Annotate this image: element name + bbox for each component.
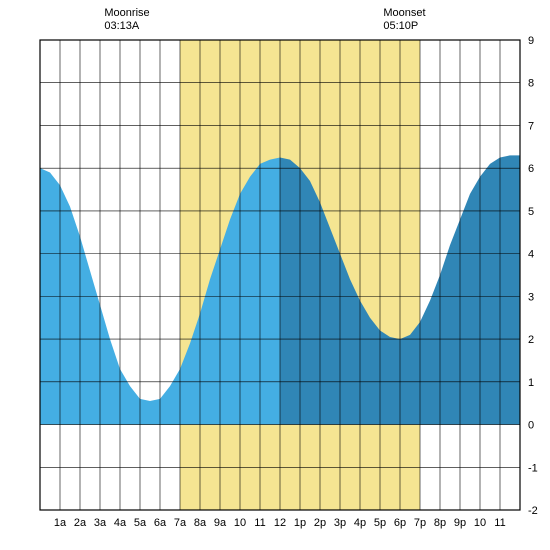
x-tick-label: 2p	[314, 517, 326, 529]
x-tick-label: 5a	[134, 517, 147, 529]
x-tick-label: 4p	[354, 517, 366, 529]
y-tick-label: 2	[528, 334, 534, 346]
x-tick-label: 1p	[294, 517, 306, 529]
x-tick-label: 10	[234, 517, 246, 529]
x-tick-label: 7p	[414, 517, 426, 529]
x-tick-label: 9a	[214, 517, 227, 529]
top-label-title: Moonset	[383, 7, 425, 19]
x-tick-label: 3p	[334, 517, 346, 529]
y-tick-label: -2	[528, 505, 538, 517]
chart-svg: Moonrise03:13AMoonset05:10P-2-1012345678…	[0, 0, 550, 550]
x-tick-label: 1a	[54, 517, 67, 529]
y-tick-label: 4	[528, 249, 534, 261]
y-tick-label: 7	[528, 120, 534, 132]
x-tick-label: 4a	[114, 517, 127, 529]
y-tick-label: 8	[528, 78, 534, 90]
x-tick-label: 6a	[154, 517, 167, 529]
x-tick-label: 6p	[394, 517, 406, 529]
y-tick-label: 0	[528, 420, 534, 432]
x-tick-label: 10	[474, 517, 486, 529]
x-tick-label: 8p	[434, 517, 446, 529]
y-tick-label: 3	[528, 291, 534, 303]
y-tick-label: 5	[528, 206, 534, 218]
y-tick-label: 1	[528, 377, 534, 389]
x-tick-label: 3a	[94, 517, 107, 529]
x-tick-label: 2a	[74, 517, 87, 529]
top-label-time: 03:13A	[104, 20, 140, 32]
y-tick-label: 9	[528, 35, 534, 47]
tide-chart: Moonrise03:13AMoonset05:10P-2-1012345678…	[0, 0, 550, 550]
x-tick-label: 5p	[374, 517, 386, 529]
y-tick-label: -1	[528, 462, 538, 474]
x-tick-label: 12	[274, 517, 286, 529]
x-tick-label: 7a	[174, 517, 187, 529]
x-tick-label: 11	[254, 517, 265, 529]
x-tick-label: 11	[494, 517, 505, 529]
top-label-time: 05:10P	[383, 20, 418, 32]
x-tick-label: 9p	[454, 517, 466, 529]
x-tick-label: 8a	[194, 517, 207, 529]
top-label-title: Moonrise	[104, 7, 149, 19]
y-tick-label: 6	[528, 163, 534, 175]
